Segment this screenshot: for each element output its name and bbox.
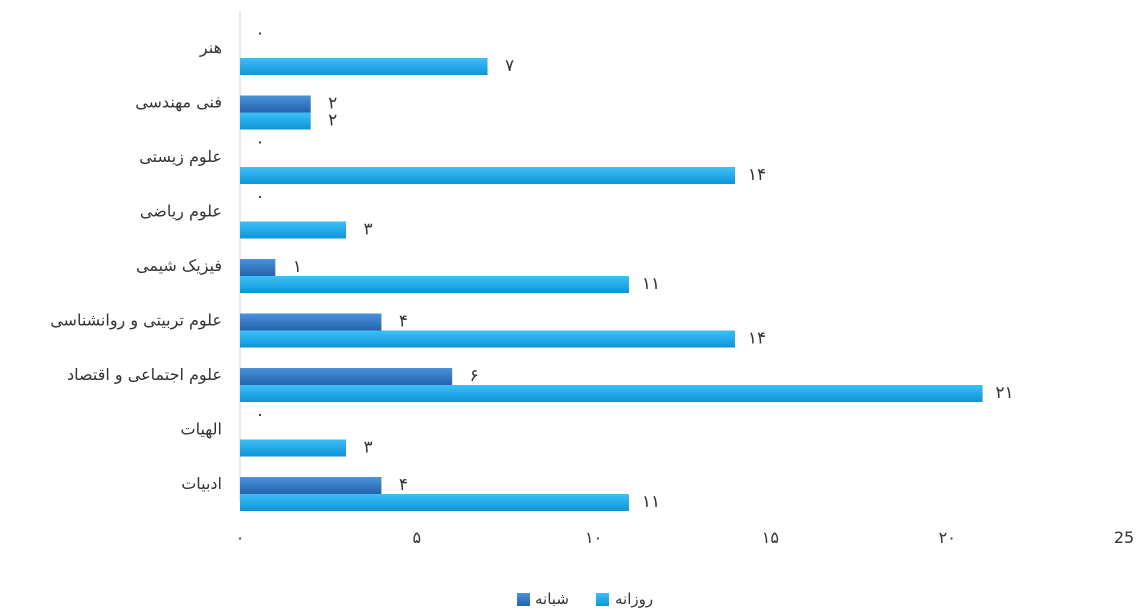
bar-series-1 (240, 221, 347, 239)
category-label: الهیات (181, 420, 222, 440)
bar-series-1 (240, 330, 736, 348)
bar-series-1 (240, 167, 736, 184)
bar-series-1 (240, 276, 629, 293)
x-tick-label: ۰ (236, 528, 245, 547)
legend: روزانه شبانه (517, 590, 653, 608)
legend-label-series-0: شبانه (535, 590, 569, 608)
bar-series-0 (240, 259, 276, 276)
x-tick-label: ۲۰ (939, 528, 956, 547)
data-label-series-0: ۰ (255, 405, 264, 425)
x-tick-label: ۱۵ (762, 528, 779, 547)
data-label-series-1: ۲۱ (995, 383, 1013, 403)
data-label-series-0: ۱ (293, 257, 302, 277)
data-label-series-0: ۴ (399, 312, 408, 332)
bar-series-0 (240, 368, 453, 385)
legend-label-series-1: روزانه (615, 590, 653, 608)
data-label-series-1: ۱۱ (642, 274, 660, 294)
bar-series-0 (240, 95, 311, 113)
data-label-series-0: ۰ (255, 132, 264, 152)
data-label-series-1: ۱۴ (748, 329, 766, 349)
data-label-series-1: ۱۱ (642, 492, 660, 512)
category-labels-group: هنر فنی مهندسی علوم زیستی علوم ریاضی فیزیک ش… (50, 38, 222, 493)
x-tick-label: 25 (1114, 528, 1134, 547)
category-label: علوم ریاضی (140, 202, 222, 222)
bar-series-1 (240, 385, 983, 402)
x-tick-label: ۱۰ (585, 528, 602, 547)
bar-series-0 (240, 313, 382, 331)
bar-series-1 (240, 439, 347, 457)
data-label-series-1: ۳ (364, 438, 373, 458)
category-label: فنی مهندسی (135, 93, 222, 113)
data-label-series-1: ۷ (505, 56, 514, 76)
data-label-series-0: ۰ (255, 23, 264, 43)
data-label-series-1: ۲ (328, 111, 337, 131)
legend-swatch-series-1 (596, 593, 609, 606)
x-tick-label: ۵ (413, 528, 422, 547)
category-label: هنر (199, 38, 222, 58)
data-label-series-0: ۲ (328, 94, 337, 114)
bars-group (240, 58, 983, 511)
legend-swatch-series-0 (517, 593, 530, 606)
bar-series-0 (240, 477, 382, 494)
category-label: علوم تربیتی و روانشناسی (50, 311, 222, 331)
data-label-series-0: ۴ (399, 475, 408, 495)
bar-series-1 (240, 58, 488, 75)
category-label: ادبیات (181, 474, 222, 493)
category-label: علوم اجتماعی و اقتصاد (67, 365, 222, 385)
bar-series-1 (240, 112, 311, 130)
data-label-series-1: ۳ (364, 220, 373, 240)
x-tick-labels-group: ۰ ۵ ۱۰ ۱۵ ۲۰ 25 (236, 528, 1134, 547)
bar-series-1 (240, 494, 629, 511)
category-label: علوم زیستی (139, 147, 222, 167)
data-label-series-1: ۱۴ (748, 165, 766, 185)
data-label-series-0: ۶ (470, 366, 479, 386)
category-label: فیزیک شیمی (136, 256, 222, 276)
data-label-series-0: ۰ (255, 187, 264, 207)
